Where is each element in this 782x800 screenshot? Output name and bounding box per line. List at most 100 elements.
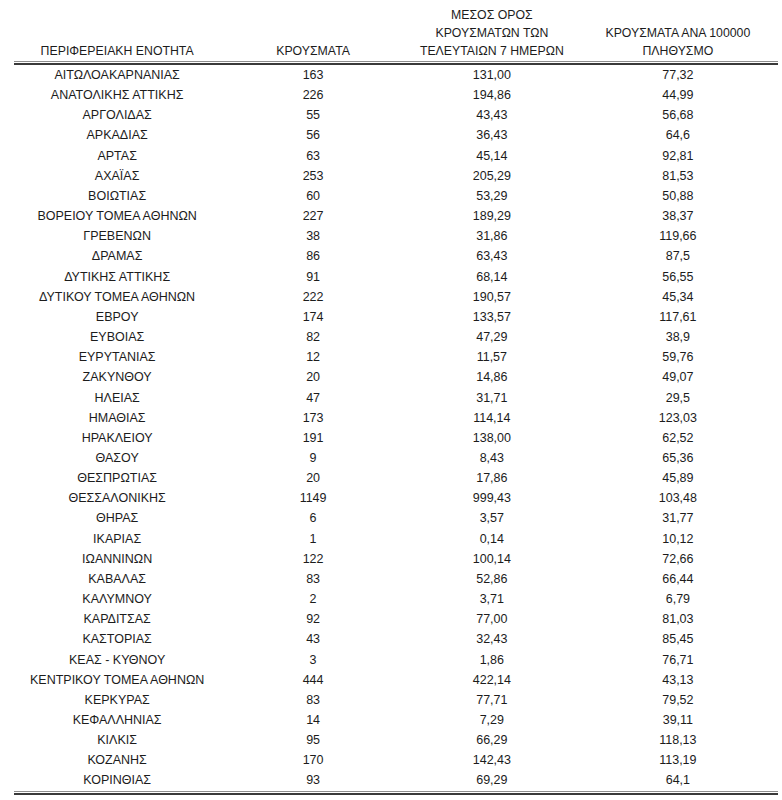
cases-cell: 227 bbox=[220, 206, 406, 226]
per-100k-cell: 62,52 bbox=[578, 428, 778, 448]
cases-cell: 43 bbox=[220, 629, 406, 649]
cases-cell: 38 bbox=[220, 226, 406, 246]
avg-7day-cell: 133,57 bbox=[406, 307, 578, 327]
table-row: ΕΥΡΥΤΑΝΙΑΣ 12 11,57 59,76 bbox=[14, 347, 778, 367]
cases-cell: 56 bbox=[220, 125, 406, 145]
per-100k-cell: 113,19 bbox=[578, 750, 778, 770]
column-header-7day-average: ΜΕΣΟΣ ΟΡΟΣ ΚΡΟΥΣΜΑΤΩΝ ΤΩΝ ΤΕΛΕΥΤΑΙΩΝ 7 Η… bbox=[406, 6, 578, 61]
table-row: ΚΙΛΚΙΣ 95 66,29 118,13 bbox=[14, 730, 778, 750]
per-100k-cell: 64,1 bbox=[578, 770, 778, 790]
column-header-region: ΠΕΡΙΦΕΡΕΙΑΚΗ ΕΝΟΤΗΤΑ bbox=[14, 42, 220, 61]
region-cell: ΒΟΙΩΤΙΑΣ bbox=[14, 186, 220, 206]
region-cell: ΙΚΑΡΙΑΣ bbox=[14, 529, 220, 549]
table-row: ΕΒΡΟΥ 174 133,57 117,61 bbox=[14, 307, 778, 327]
region-cell: ΔΡΑΜΑΣ bbox=[14, 246, 220, 266]
region-cell: ΚΑΛΥΜΝΟΥ bbox=[14, 589, 220, 609]
per-100k-cell: 38,37 bbox=[578, 206, 778, 226]
region-cell: ΑΧΑΪΑΣ bbox=[14, 166, 220, 186]
avg-7day-cell: 1,86 bbox=[406, 650, 578, 670]
table-row: ΖΑΚΥΝΘΟΥ 20 14,86 49,07 bbox=[14, 367, 778, 387]
per-100k-cell: 64,6 bbox=[578, 125, 778, 145]
avg-7day-cell: 77,00 bbox=[406, 609, 578, 629]
table-row: ΔΥΤΙΚΟΥ ΤΟΜΕΑ ΑΘΗΝΩΝ 222 190,57 45,34 bbox=[14, 287, 778, 307]
per-100k-cell: 45,89 bbox=[578, 468, 778, 488]
region-cell: ΘΑΣΟΥ bbox=[14, 448, 220, 468]
per-100k-cell: 44,99 bbox=[578, 85, 778, 105]
cases-cell: 83 bbox=[220, 690, 406, 710]
table-row: ΙΩΑΝΝΙΝΩΝ 122 100,14 72,66 bbox=[14, 549, 778, 569]
avg-7day-cell: 131,00 bbox=[406, 65, 578, 85]
region-cell: ΚΑΒΑΛΑΣ bbox=[14, 569, 220, 589]
per-100k-cell: 119,66 bbox=[578, 226, 778, 246]
table-header-row: ΠΕΡΙΦΕΡΕΙΑΚΗ ΕΝΟΤΗΤΑ ΚΡΟΥΣΜΑΤΑ ΜΕΣΟΣ ΟΡΟ… bbox=[14, 0, 778, 61]
region-cell: ΗΜΑΘΙΑΣ bbox=[14, 408, 220, 428]
per-100k-cell: 56,55 bbox=[578, 267, 778, 287]
avg-7day-cell: 194,86 bbox=[406, 85, 578, 105]
region-cell: ΚΙΛΚΙΣ bbox=[14, 730, 220, 750]
table-row: ΚΟΖΑΝΗΣ 170 142,43 113,19 bbox=[14, 750, 778, 770]
column-header-cases-per-100000: ΚΡΟΥΣΜΑΤΑ ΑΝΑ 100000 ΠΛΗΘΥΣΜΟ bbox=[578, 24, 778, 61]
per-100k-cell: 77,32 bbox=[578, 65, 778, 85]
per-100k-cell: 118,13 bbox=[578, 730, 778, 750]
per-100k-cell: 92,81 bbox=[578, 146, 778, 166]
cases-cell: 55 bbox=[220, 105, 406, 125]
cases-cell: 47 bbox=[220, 388, 406, 408]
cases-cell: 14 bbox=[220, 710, 406, 730]
avg-7day-cell: 422,14 bbox=[406, 670, 578, 690]
cases-cell: 60 bbox=[220, 186, 406, 206]
region-cell: ΘΕΣΣΑΛΟΝΙΚΗΣ bbox=[14, 488, 220, 508]
per-100k-cell: 49,07 bbox=[578, 367, 778, 387]
per-100k-cell: 45,34 bbox=[578, 287, 778, 307]
table-row: ΒΟΙΩΤΙΑΣ 60 53,29 50,88 bbox=[14, 186, 778, 206]
region-cell: ΚΑΣΤΟΡΙΑΣ bbox=[14, 629, 220, 649]
avg-7day-cell: 114,14 bbox=[406, 408, 578, 428]
per-100k-cell: 123,03 bbox=[578, 408, 778, 428]
per-100k-cell: 38,9 bbox=[578, 327, 778, 347]
avg-7day-cell: 52,86 bbox=[406, 569, 578, 589]
table-row: ΕΥΒΟΙΑΣ 82 47,29 38,9 bbox=[14, 327, 778, 347]
per-100k-cell: 6,79 bbox=[578, 589, 778, 609]
table-row: ΚΕΦΑΛΛΗΝΙΑΣ 14 7,29 39,11 bbox=[14, 710, 778, 730]
avg-7day-cell: 66,29 bbox=[406, 730, 578, 750]
table-row: ΚΑΒΑΛΑΣ 83 52,86 66,44 bbox=[14, 569, 778, 589]
per-100k-cell: 81,53 bbox=[578, 166, 778, 186]
cases-cell: 253 bbox=[220, 166, 406, 186]
region-cell: ΙΩΑΝΝΙΝΩΝ bbox=[14, 549, 220, 569]
table-row: ΚΑΣΤΟΡΙΑΣ 43 32,43 85,45 bbox=[14, 629, 778, 649]
per-100k-cell: 81,03 bbox=[578, 609, 778, 629]
avg-7day-cell: 31,71 bbox=[406, 388, 578, 408]
cases-cell: 2 bbox=[220, 589, 406, 609]
table-row: ΚΕΡΚΥΡΑΣ 83 77,71 79,52 bbox=[14, 690, 778, 710]
region-cell: ΑΡΓΟΛΙΔΑΣ bbox=[14, 105, 220, 125]
cases-cell: 170 bbox=[220, 750, 406, 770]
region-cell: ΘΕΣΠΡΩΤΙΑΣ bbox=[14, 468, 220, 488]
avg-7day-cell: 7,29 bbox=[406, 710, 578, 730]
avg-7day-cell: 14,86 bbox=[406, 367, 578, 387]
region-cell: ΗΡΑΚΛΕΙΟΥ bbox=[14, 428, 220, 448]
avg-7day-cell: 0,14 bbox=[406, 529, 578, 549]
table-bottom-rule bbox=[14, 791, 778, 795]
cases-cell: 91 bbox=[220, 267, 406, 287]
avg-7day-cell: 45,14 bbox=[406, 146, 578, 166]
table-row: ΗΜΑΘΙΑΣ 173 114,14 123,03 bbox=[14, 408, 778, 428]
cases-cell: 191 bbox=[220, 428, 406, 448]
per-100k-cell: 31,77 bbox=[578, 508, 778, 528]
table-row: ΑΝΑΤΟΛΙΚΗΣ ΑΤΤΙΚΗΣ 226 194,86 44,99 bbox=[14, 85, 778, 105]
region-cell: ΘΗΡΑΣ bbox=[14, 508, 220, 528]
cases-cell: 222 bbox=[220, 287, 406, 307]
per-100k-cell: 39,11 bbox=[578, 710, 778, 730]
per-100k-cell: 29,5 bbox=[578, 388, 778, 408]
table-row: ΘΕΣΣΑΛΟΝΙΚΗΣ 1149 999,43 103,48 bbox=[14, 488, 778, 508]
region-cell: ΕΥΡΥΤΑΝΙΑΣ bbox=[14, 347, 220, 367]
region-cell: ΒΟΡΕΙΟΥ ΤΟΜΕΑ ΑΘΗΝΩΝ bbox=[14, 206, 220, 226]
cases-cell: 93 bbox=[220, 770, 406, 790]
avg-7day-cell: 100,14 bbox=[406, 549, 578, 569]
table-row: ΚΕΝΤΡΙΚΟΥ ΤΟΜΕΑ ΑΘΗΝΩΝ 444 422,14 43,13 bbox=[14, 670, 778, 690]
table-body: ΑΙΤΩΛΟΑΚΑΡΝΑΝΙΑΣ 163 131,00 77,32 ΑΝΑΤΟΛ… bbox=[14, 65, 778, 791]
cases-cell: 1 bbox=[220, 529, 406, 549]
cases-cell: 92 bbox=[220, 609, 406, 629]
cases-cell: 82 bbox=[220, 327, 406, 347]
cases-cell: 83 bbox=[220, 569, 406, 589]
avg-7day-cell: 53,29 bbox=[406, 186, 578, 206]
avg-7day-cell: 31,86 bbox=[406, 226, 578, 246]
